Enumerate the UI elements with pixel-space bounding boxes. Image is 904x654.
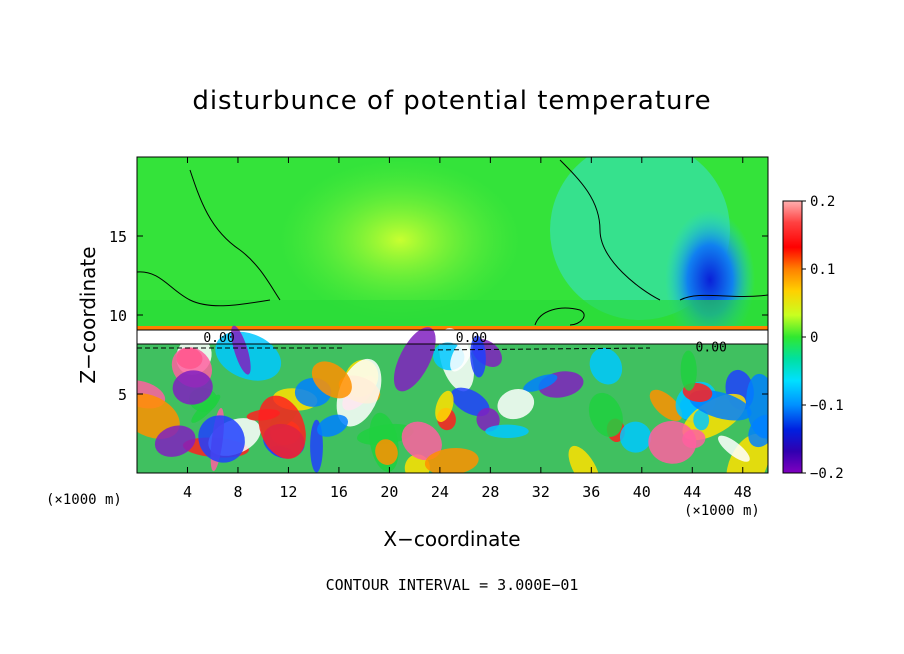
contour-line bbox=[559, 159, 661, 301]
x-tick-label: 12 bbox=[279, 483, 297, 501]
x-tick-label: 40 bbox=[633, 483, 651, 501]
x-tick-label: 32 bbox=[532, 483, 550, 501]
turbulence-blob bbox=[523, 374, 558, 392]
contour-label: 0.00 bbox=[696, 341, 727, 356]
turbulence-blob bbox=[476, 407, 500, 432]
turbulence-blob bbox=[393, 327, 436, 392]
x-unit-right: (×1000 m) bbox=[684, 503, 760, 519]
lower-band bbox=[137, 300, 768, 326]
x-tick-label: 24 bbox=[431, 483, 449, 501]
turbulence-blob bbox=[450, 387, 490, 417]
y-tick-label: 15 bbox=[109, 228, 127, 246]
contour-line bbox=[534, 307, 585, 326]
colorbar-tick-label: 0.2 bbox=[810, 194, 835, 210]
contour-line bbox=[137, 271, 271, 307]
x-tick-label: 36 bbox=[582, 483, 600, 501]
turbulence-blob bbox=[649, 389, 683, 421]
y-tick-label: 10 bbox=[109, 307, 127, 325]
x-axis: 4 8 12 16 20 24 28 32 36 40 44 48 bbox=[183, 157, 752, 501]
turbulence-blob bbox=[497, 389, 535, 420]
field-layer bbox=[137, 157, 768, 473]
turbulence-blob bbox=[375, 439, 398, 465]
colorbar bbox=[782, 200, 803, 474]
turbulence-blob bbox=[435, 390, 454, 423]
turbulence-blob bbox=[311, 361, 352, 399]
turbulence-blob bbox=[198, 415, 245, 463]
turbulence-blob bbox=[258, 395, 306, 459]
colorbar-tick-label: −0.2 bbox=[810, 466, 844, 482]
turbulence-blob bbox=[568, 445, 601, 473]
x-tick-label: 16 bbox=[330, 483, 348, 501]
turbulence-blob bbox=[693, 409, 710, 431]
contour-line bbox=[137, 347, 651, 351]
turbulence-blob bbox=[154, 425, 196, 457]
y-tick-label: 5 bbox=[118, 386, 127, 404]
colorbar-tick-label: 0.1 bbox=[810, 262, 835, 278]
turbulence-blob bbox=[172, 370, 213, 405]
turbulence-blob bbox=[619, 421, 652, 453]
warm-center-upper bbox=[280, 160, 520, 320]
contour-line bbox=[679, 294, 768, 301]
turbulence-blob bbox=[588, 392, 623, 437]
turbulence-blob bbox=[401, 421, 442, 461]
contour-interval-note: CONTOUR INTERVAL = 3.000E−01 bbox=[325, 576, 579, 594]
turbulence-blob bbox=[589, 347, 623, 385]
x-tick-label: 44 bbox=[683, 483, 701, 501]
turbulence-blob bbox=[470, 335, 486, 378]
turbulence-blob bbox=[748, 414, 768, 448]
chart-title: disturbunce of potential temperature bbox=[192, 86, 712, 116]
x-tick-label: 20 bbox=[380, 483, 398, 501]
turbulence-blob bbox=[137, 393, 180, 439]
turbulence-blob bbox=[485, 424, 529, 438]
turbulence-blob bbox=[231, 325, 251, 375]
x-axis-label: X−coordinate bbox=[383, 527, 521, 551]
colorbar-ticks: 0.2 0.1 0 −0.1 −0.2 bbox=[802, 194, 844, 482]
y-axis: 5 10 15 bbox=[109, 228, 768, 404]
contour-label: 0.00 bbox=[203, 331, 234, 346]
contour-label: 0.00 bbox=[456, 331, 487, 346]
turbulence-blob bbox=[648, 420, 697, 464]
x-tick-label: 48 bbox=[734, 483, 752, 501]
turbulence-blob bbox=[680, 350, 697, 391]
turbulence-blob bbox=[450, 337, 474, 372]
x-unit-left: (×1000 m) bbox=[46, 492, 122, 508]
turbulence-blob bbox=[317, 414, 348, 437]
turbulence-blob bbox=[404, 454, 430, 473]
turbulence-blob bbox=[718, 435, 750, 462]
y-axis-label: Z−coordinate bbox=[76, 246, 100, 384]
tropopause-band bbox=[137, 326, 768, 330]
colorbar-tick-label: −0.1 bbox=[810, 398, 844, 414]
x-tick-label: 28 bbox=[481, 483, 499, 501]
x-tick-label: 8 bbox=[233, 483, 242, 501]
turbulence-blob bbox=[424, 447, 479, 473]
contour-lines bbox=[137, 159, 768, 351]
x-tick-label: 4 bbox=[183, 483, 192, 501]
colorbar-tick-label: 0 bbox=[810, 330, 818, 346]
contour-labels: 0.00 0.00 0.00 bbox=[203, 331, 726, 355]
contour-line bbox=[189, 169, 281, 301]
